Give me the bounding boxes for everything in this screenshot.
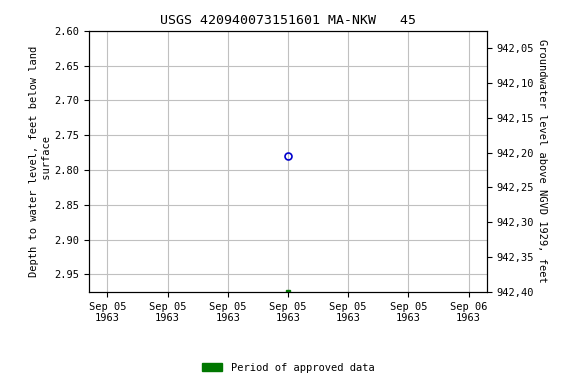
Legend: Period of approved data: Period of approved data bbox=[198, 359, 378, 377]
Y-axis label: Depth to water level, feet below land
 surface: Depth to water level, feet below land su… bbox=[29, 46, 52, 277]
Y-axis label: Groundwater level above NGVD 1929, feet: Groundwater level above NGVD 1929, feet bbox=[537, 40, 547, 283]
Title: USGS 420940073151601 MA-NKW   45: USGS 420940073151601 MA-NKW 45 bbox=[160, 14, 416, 27]
